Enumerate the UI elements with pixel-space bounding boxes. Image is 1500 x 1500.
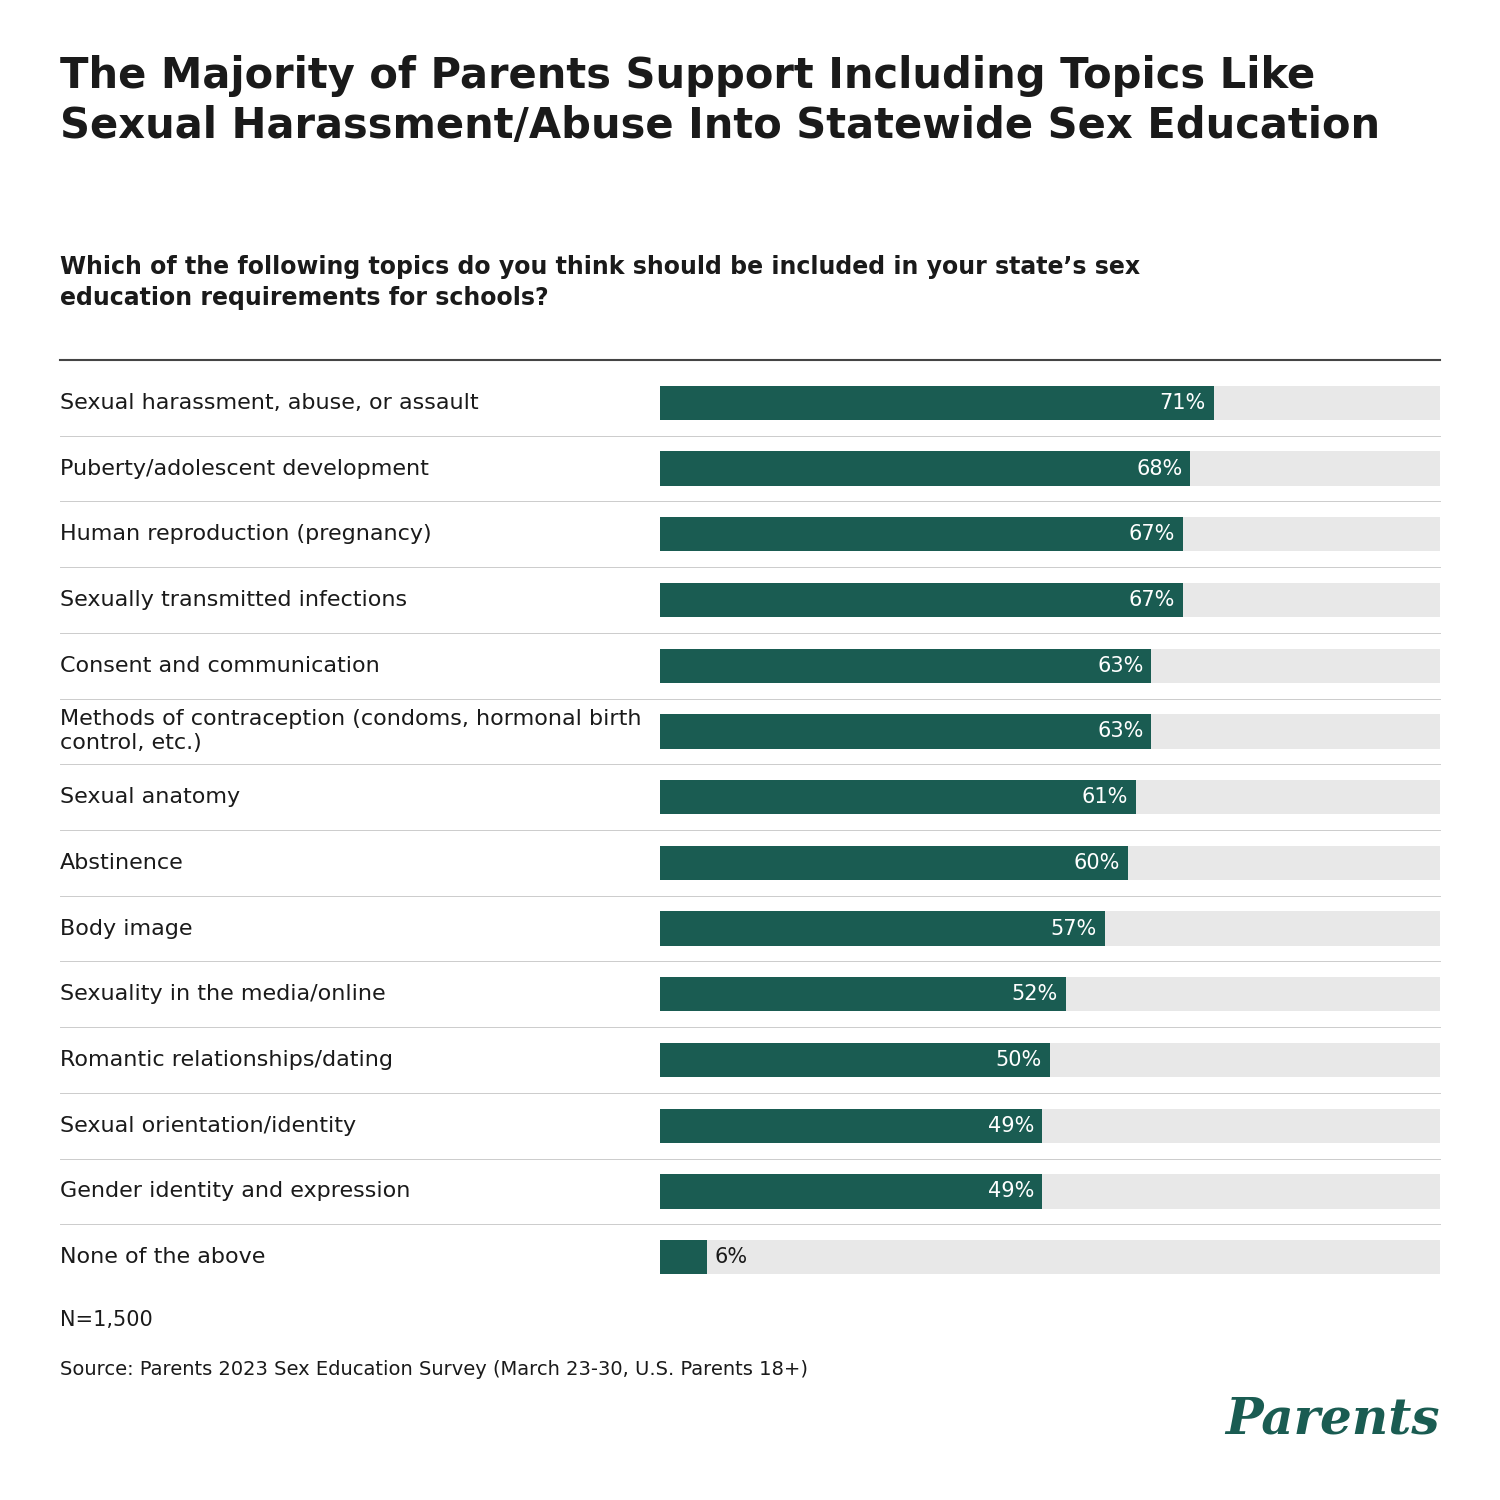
Text: 63%: 63% (1096, 722, 1143, 741)
Text: 49%: 49% (988, 1116, 1033, 1136)
Text: Which of the following topics do you think should be included in your state’s se: Which of the following topics do you thi… (60, 255, 1140, 309)
Bar (660, 780, 1440, 814)
Bar (660, 780, 1136, 814)
Text: 67%: 67% (1128, 590, 1174, 610)
Bar (660, 1240, 1440, 1274)
Text: Sexual orientation/identity: Sexual orientation/identity (60, 1116, 355, 1136)
Bar (660, 1108, 1440, 1143)
Bar (660, 1042, 1050, 1077)
Text: Abstinence: Abstinence (60, 853, 183, 873)
Text: 61%: 61% (1082, 788, 1128, 807)
Bar (660, 386, 1440, 420)
Bar (660, 976, 1440, 1011)
Bar (660, 386, 1214, 420)
Bar (660, 1174, 1042, 1209)
Text: Sexual anatomy: Sexual anatomy (60, 788, 240, 807)
Bar (660, 714, 1440, 748)
Bar (660, 846, 1128, 880)
Text: 63%: 63% (1096, 656, 1143, 675)
Bar (660, 976, 1065, 1011)
Bar (660, 912, 1104, 945)
Text: 50%: 50% (996, 1050, 1042, 1070)
Text: Source: Parents 2023 Sex Education Survey (March 23-30, U.S. Parents 18+): Source: Parents 2023 Sex Education Surve… (60, 1360, 809, 1378)
Text: 6%: 6% (716, 1246, 748, 1268)
Bar (660, 846, 1440, 880)
Text: The Majority of Parents Support Including Topics Like
Sexual Harassment/Abuse In: The Majority of Parents Support Includin… (60, 56, 1380, 147)
Text: None of the above: None of the above (60, 1246, 266, 1268)
Bar (660, 452, 1440, 486)
Text: 68%: 68% (1136, 459, 1182, 478)
Bar (660, 648, 1152, 682)
Bar (660, 1240, 706, 1274)
Text: Gender identity and expression: Gender identity and expression (60, 1182, 411, 1202)
Bar (660, 1108, 1042, 1143)
Text: Methods of contraception (condoms, hormonal birth
control, etc.): Methods of contraception (condoms, hormo… (60, 710, 642, 753)
Bar (660, 1042, 1440, 1077)
Text: Sexuality in the media/online: Sexuality in the media/online (60, 984, 386, 1005)
Text: Body image: Body image (60, 918, 192, 939)
Bar (660, 714, 1152, 748)
Text: Parents: Parents (1226, 1396, 1440, 1444)
Bar (660, 518, 1182, 552)
Text: Consent and communication: Consent and communication (60, 656, 380, 675)
Bar (660, 912, 1440, 945)
Text: Human reproduction (pregnancy): Human reproduction (pregnancy) (60, 525, 432, 544)
Bar (660, 518, 1440, 552)
Text: Sexually transmitted infections: Sexually transmitted infections (60, 590, 406, 610)
Bar (660, 1174, 1440, 1209)
Bar (660, 584, 1182, 616)
Text: 60%: 60% (1074, 853, 1120, 873)
Bar (660, 584, 1440, 616)
Bar (660, 648, 1440, 682)
Text: 52%: 52% (1011, 984, 1058, 1005)
Text: Sexual harassment, abuse, or assault: Sexual harassment, abuse, or assault (60, 393, 479, 412)
Bar (660, 452, 1191, 486)
Text: Romantic relationships/dating: Romantic relationships/dating (60, 1050, 393, 1070)
Text: 71%: 71% (1160, 393, 1206, 412)
Text: N=1,500: N=1,500 (60, 1310, 153, 1330)
Text: 57%: 57% (1050, 918, 1096, 939)
Text: 67%: 67% (1128, 525, 1174, 544)
Text: 49%: 49% (988, 1182, 1033, 1202)
Text: Puberty/adolescent development: Puberty/adolescent development (60, 459, 429, 478)
